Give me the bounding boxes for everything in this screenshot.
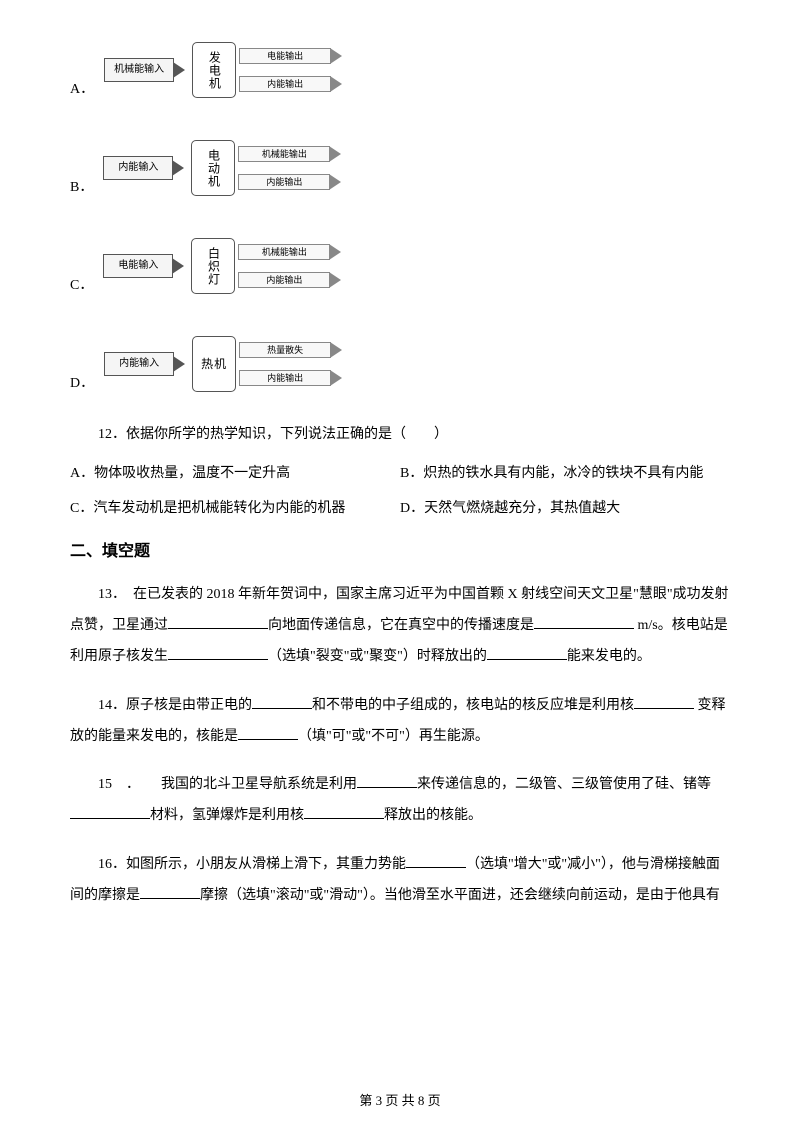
arrow-output-top: 机械能输出 (238, 146, 348, 162)
arrow-head-icon (173, 62, 185, 78)
diagram-option-b: B． 内能输入 电动机 机械能输出 内能输出 (70, 128, 730, 208)
q16-part1: 16．如图所示，小朋友从滑梯上滑下，其重力势能 (98, 857, 406, 872)
arrow-head-icon (329, 146, 341, 162)
diagram-option-d: D． 内能输入 热机 热量散失 内能输出 (70, 324, 730, 404)
output1-label: 机械能输出 (238, 244, 330, 260)
arrow-output-bot: 内能输出 (238, 174, 348, 190)
arrow-head-icon (330, 48, 342, 64)
arrow-head-icon (330, 76, 342, 92)
q13-part2: 向地面传递信息，它在真空中的传播速度是 (268, 618, 534, 633)
arrow-head-icon (330, 370, 342, 386)
arrow-output-top: 电能输出 (239, 48, 349, 64)
diagram-d: 内能输入 热机 热量散失 内能输出 (104, 324, 364, 404)
diagram-option-c: C． 电能输入 白炽灯 机械能输出 内能输出 (70, 226, 730, 306)
output2-label: 内能输出 (238, 272, 330, 288)
blank (357, 774, 417, 788)
arrow-input: 电能输入 (103, 254, 188, 278)
output1-label: 热量散失 (239, 342, 331, 358)
center-box: 发电机 (192, 42, 236, 98)
section-2-title: 二、填空题 (70, 538, 730, 567)
arrow-output-top: 热量散失 (239, 342, 349, 358)
output1-label: 电能输出 (239, 48, 331, 64)
q15-part1: 15 ． 我国的北斗卫星导航系统是利用 (98, 777, 357, 792)
arrow-input: 机械能输入 (104, 58, 189, 82)
output2-label: 内能输出 (238, 174, 330, 190)
q14-part2: 和不带电的中子组成的，核电站的核反应堆是利用核 (312, 698, 634, 713)
arrow-head-icon (329, 244, 341, 260)
page-footer: 第 3 页 共 8 页 (0, 1089, 800, 1112)
arrow-head-icon (172, 160, 184, 176)
q15-part4: 释放出的核能。 (384, 808, 482, 823)
blank (238, 726, 298, 740)
blank (634, 695, 694, 709)
q15-part3: 材料，氢弹爆炸是利用核 (150, 808, 304, 823)
q14-part4: （填"可"或"不可"）再生能源。 (298, 729, 489, 744)
question-14: 14．原子核是由带正电的和不带电的中子组成的，核电站的核反应堆是利用核 变释放的… (70, 691, 730, 753)
arrow-input: 内能输入 (103, 156, 188, 180)
q12-option-c: C．汽车发动机是把机械能转化为内能的机器 (70, 496, 400, 521)
question-13: 13． 在已发表的 2018 年新年贺词中，国家主席习近平为中国首颗 X 射线空… (70, 580, 730, 672)
option-label-b: B． (70, 175, 93, 208)
question-15: 15 ． 我国的北斗卫星导航系统是利用 来传递信息的，二级管、三级管使用了硅、锗等… (70, 770, 730, 832)
output1-label: 机械能输出 (238, 146, 330, 162)
diagram-option-a: A． 机械能输入 发电机 电能输出 内能输出 (70, 30, 730, 110)
arrow-output-bot: 内能输出 (238, 272, 348, 288)
q12-option-a: A．物体吸收热量，温度不一定升高 (70, 461, 400, 486)
q12-option-b: B．炽热的铁水具有内能，冰冷的铁块不具有内能 (400, 461, 730, 486)
q15-part2: 来传递信息的，二级管、三级管使用了硅、锗等 (417, 777, 711, 792)
arrow-input: 内能输入 (104, 352, 189, 376)
blank (304, 805, 384, 819)
diagram-c: 电能输入 白炽灯 机械能输出 内能输出 (103, 226, 363, 306)
arrow-output-top: 机械能输出 (238, 244, 348, 260)
input-label: 电能输入 (103, 254, 173, 278)
input-label: 内能输入 (104, 352, 174, 376)
arrow-head-icon (329, 272, 341, 288)
q12-options-row2: C．汽车发动机是把机械能转化为内能的机器 D．天然气燃烧越充分，其热值越大 (70, 496, 730, 521)
blank (168, 646, 268, 660)
question-16: 16．如图所示，小朋友从滑梯上滑下，其重力势能（选填"增大"或"减小"），他与滑… (70, 850, 730, 912)
center-box: 电动机 (191, 140, 235, 196)
q13-part5: 能来发电的。 (567, 649, 651, 664)
blank (168, 615, 268, 629)
q13-part4: （选填"裂变"或"聚变"）时释放出的 (268, 649, 487, 664)
blank (487, 646, 567, 660)
arrow-head-icon (329, 174, 341, 190)
input-label: 机械能输入 (104, 58, 174, 82)
blank (534, 615, 634, 629)
arrow-head-icon (173, 356, 185, 372)
blank (406, 854, 466, 868)
q14-part1: 14．原子核是由带正电的 (98, 698, 252, 713)
q12-options-row1: A．物体吸收热量，温度不一定升高 B．炽热的铁水具有内能，冰冷的铁块不具有内能 (70, 461, 730, 486)
center-box: 热机 (192, 336, 236, 392)
option-label-d: D． (70, 371, 94, 404)
option-label-c: C． (70, 273, 93, 306)
blank (70, 805, 150, 819)
q16-part3: 摩擦（选填"滚动"或"滑动"）。当他滑至水平面进，还会继续向前运动，是由于他具有 (200, 888, 720, 903)
arrow-head-icon (330, 342, 342, 358)
blank (140, 885, 200, 899)
arrow-output-bot: 内能输出 (239, 370, 349, 386)
output2-label: 内能输出 (239, 370, 331, 386)
diagram-b: 内能输入 电动机 机械能输出 内能输出 (103, 128, 363, 208)
arrow-output-bot: 内能输出 (239, 76, 349, 92)
input-label: 内能输入 (103, 156, 173, 180)
center-box: 白炽灯 (191, 238, 235, 294)
blank (252, 695, 312, 709)
q12-option-d: D．天然气燃烧越充分，其热值越大 (400, 496, 730, 521)
arrow-head-icon (172, 258, 184, 274)
option-label-a: A． (70, 77, 94, 110)
diagram-a: 机械能输入 发电机 电能输出 内能输出 (104, 30, 364, 110)
output2-label: 内能输出 (239, 76, 331, 92)
question-12: 12．依据你所学的热学知识，下列说法正确的是（ ） (70, 422, 730, 447)
